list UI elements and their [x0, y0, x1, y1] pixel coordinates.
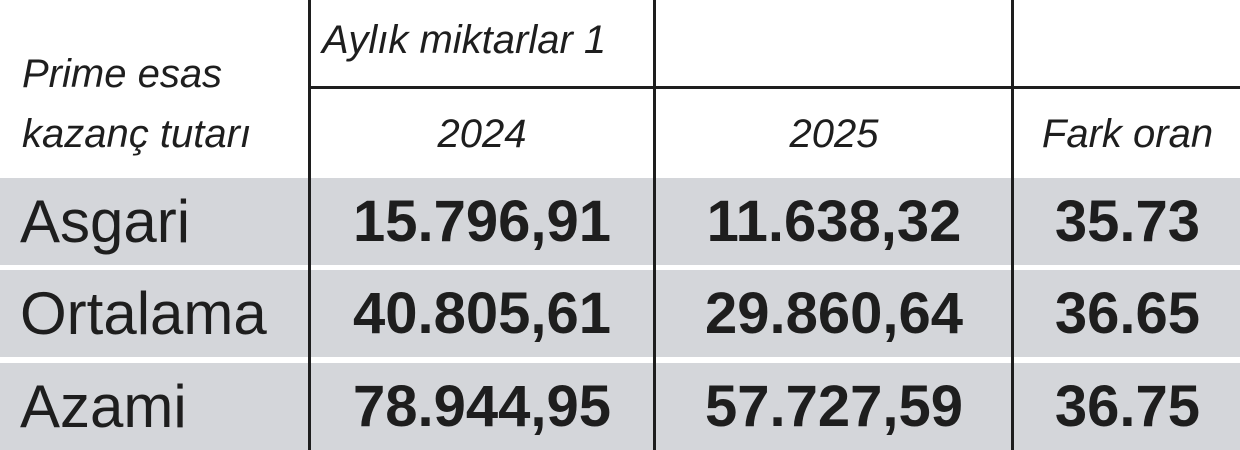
- value-2025: 29.860,64: [704, 281, 964, 346]
- column-header-fark-oran: Fark oran: [1041, 112, 1214, 156]
- table-row: Asgari 15.796,91 11.638,32 35.73: [0, 178, 1240, 265]
- value-2025: 57.727,59: [704, 374, 964, 439]
- value-fark-oran: 36.75: [1054, 374, 1201, 439]
- row-label-header-line2: kazanç tutarı: [22, 112, 252, 156]
- value-2024: 40.805,61: [352, 281, 612, 346]
- column-header-2024: 2024: [437, 112, 527, 156]
- table-row: Azami 78.944,95 57.727,59 36.75: [0, 363, 1240, 450]
- group-header: Aylık miktarlar 1: [322, 18, 607, 62]
- row-label-header-line1: Prime esas: [22, 52, 223, 96]
- column-divider: [1011, 0, 1014, 450]
- row-label: Azami: [20, 373, 187, 440]
- row-label: Ortalama: [20, 280, 267, 347]
- header-divider: [308, 86, 1240, 89]
- value-fark-oran: 35.73: [1054, 189, 1201, 254]
- row-label: Asgari: [20, 188, 191, 255]
- table-row: Ortalama 40.805,61 29.860,64 36.65: [0, 270, 1240, 357]
- value-2024: 15.796,91: [352, 189, 612, 254]
- value-fark-oran: 36.65: [1054, 281, 1201, 346]
- value-2025: 11.638,32: [706, 189, 962, 254]
- value-2024: 78.944,95: [352, 374, 612, 439]
- column-divider: [308, 0, 311, 450]
- column-header-2025: 2025: [789, 112, 879, 156]
- column-divider: [653, 0, 656, 450]
